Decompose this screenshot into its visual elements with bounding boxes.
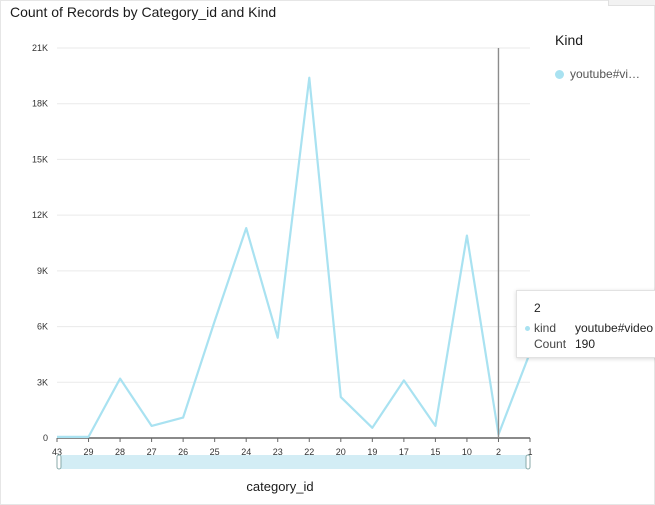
legend-marker-icon [555,69,564,79]
tooltip-key: kind [534,321,557,335]
y-tick-label: 9K [37,266,48,276]
y-tick-label: 21K [32,43,48,53]
legend-title: Kind [555,32,584,48]
scrollbar-track [59,455,528,469]
tooltip-key: Count [534,337,567,351]
panel-corner-tab [608,0,655,6]
tooltip-value: youtube#video [575,321,654,335]
series-line [57,76,532,438]
x-tick-labels: 43 29 28 27 26 25 24 23 22 20 19 17 15 10 2 1 [52,447,533,457]
tooltip-value: 190 [575,337,596,351]
x-tick-label: 1 [527,447,532,457]
legend-item-label: youtube#vi… [570,67,641,81]
scrollbar-handle [56,454,62,470]
y-tick-labels: 0 3K 6K 9K 12K 15K 18K 21K [32,43,48,443]
x-tick-label: 25 [210,447,220,457]
series-lines [57,76,532,438]
x-tick-label: 43 [52,447,62,457]
x-axis-title: category_id [246,479,314,494]
series-dot-icon [525,325,530,331]
x-tick-label: 2 [496,447,501,457]
x-tick-label: 17 [399,447,409,457]
legend-item-youtube-video[interactable]: youtube#vi… [555,67,640,81]
y-tick-label: 3K [37,377,48,387]
tooltip-row-kind: kind youtube#video [525,321,653,335]
tooltip-title: 2 [534,301,541,315]
x-tick-label: 26 [178,447,188,457]
x-tick-label: 23 [273,447,283,457]
x-tick-label: 27 [147,447,157,457]
x-tick-label: 28 [115,447,125,457]
y-tick-label: 12K [32,210,48,220]
x-tick-label: 29 [84,447,94,457]
x-tick-label: 10 [462,447,472,457]
axes [56,437,531,442]
tooltip-row-count: Count 190 [525,337,595,351]
x-tick-label: 22 [304,447,314,457]
x-tick-label: 19 [367,447,377,457]
scrollbar-handle [525,454,531,470]
y-tick-label: 18K [32,99,48,109]
y-tick-label: 15K [32,154,48,164]
x-tick-label: 15 [430,447,440,457]
y-tick-label: 0 [43,433,48,443]
x-tick-label: 24 [241,447,251,457]
chart-title: Count of Records by Category_id and Kind [10,4,277,20]
tooltip: 2 kind youtube#video Count 190 [516,290,655,358]
y-tick-label: 6K [37,322,48,332]
x-range-scrollbar [56,454,531,470]
x-tick-label: 20 [336,447,346,457]
